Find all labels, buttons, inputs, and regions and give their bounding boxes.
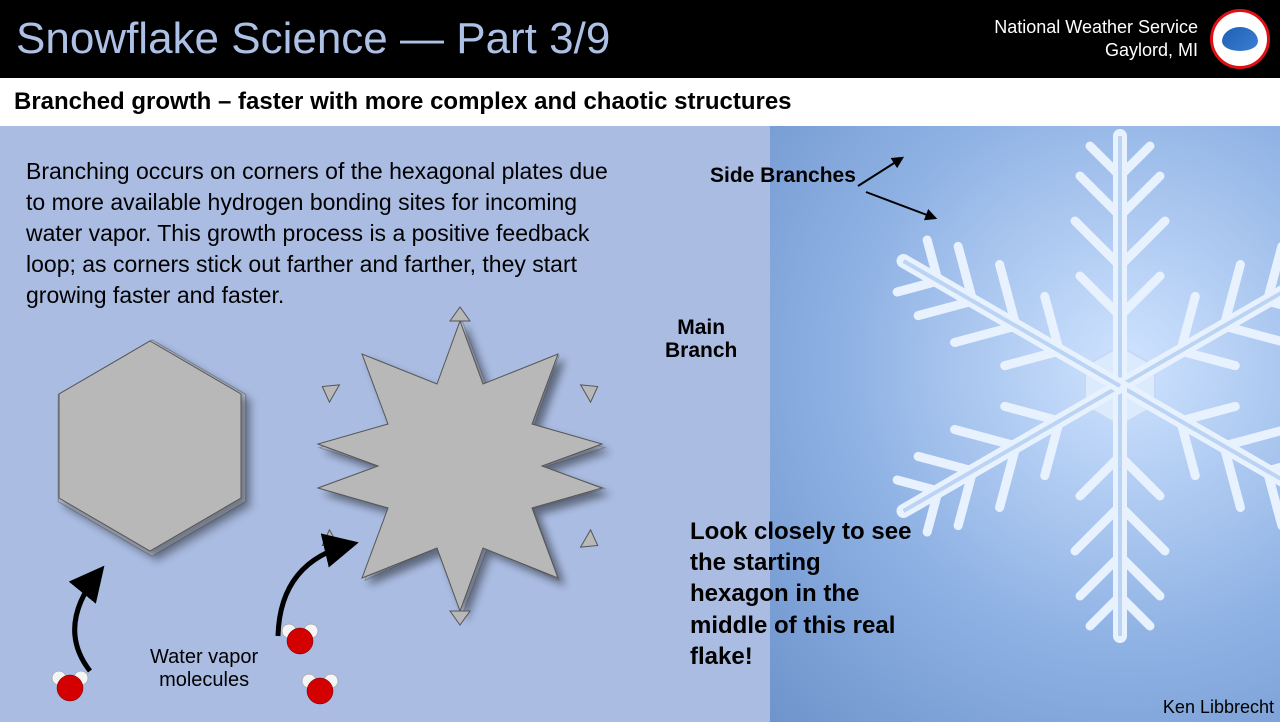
org-name: National Weather Service xyxy=(994,16,1198,39)
water-molecule-icon xyxy=(302,674,338,704)
star-shape xyxy=(317,307,605,625)
header-bar: Snowflake Science — Part 3/9 National We… xyxy=(0,0,1280,78)
photo-credit: Ken Libbrecht xyxy=(1163,697,1274,718)
page-title: Snowflake Science — Part 3/9 xyxy=(10,14,610,64)
nws-logo-icon xyxy=(1210,9,1270,69)
label-water-vapor: Water vapor molecules xyxy=(150,646,258,692)
subheader: Branched growth – faster with more compl… xyxy=(0,78,1280,126)
water-molecule-icon xyxy=(282,624,318,654)
label-side-branches: Side Branches xyxy=(710,164,856,188)
label-main-branch: Main Branch xyxy=(665,316,737,362)
water-molecule-icon xyxy=(52,671,88,701)
callout-text: Look closely to see the starting hexagon… xyxy=(690,516,920,672)
header-org: National Weather Service Gaylord, MI xyxy=(994,9,1270,69)
org-location: Gaylord, MI xyxy=(994,39,1198,62)
content-area: Branching occurs on corners of the hexag… xyxy=(0,126,1280,722)
arrow-icon xyxy=(75,571,100,671)
arrow-icon xyxy=(278,544,352,636)
body-paragraph: Branching occurs on corners of the hexag… xyxy=(26,156,616,311)
hexagon-shape xyxy=(58,340,245,556)
